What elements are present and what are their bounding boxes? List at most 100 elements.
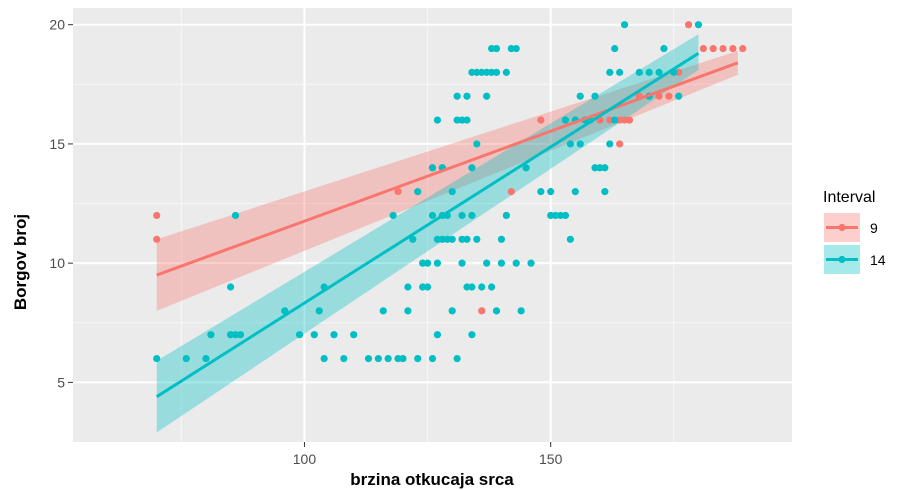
data-point-14 <box>645 68 653 76</box>
fit-lines <box>155 52 739 398</box>
data-point-14 <box>512 44 520 53</box>
data-point-14 <box>433 116 442 124</box>
x-tick-label: 100 <box>293 451 317 467</box>
data-point-14 <box>463 283 471 291</box>
legend-label-9: 9 <box>870 220 878 236</box>
data-point-14 <box>616 68 624 76</box>
data-point-14 <box>438 235 446 243</box>
data-point-9 <box>394 188 402 196</box>
data-points <box>153 21 747 363</box>
data-point-14 <box>315 307 323 315</box>
data-point-9 <box>620 116 629 124</box>
data-point-9 <box>719 44 727 53</box>
data-point-14 <box>320 354 328 363</box>
data-point-14 <box>473 68 481 76</box>
y-tick-label: 15 <box>49 136 65 152</box>
data-point-14 <box>547 211 555 220</box>
data-point-14 <box>468 68 476 76</box>
data-point-14 <box>428 211 437 220</box>
data-point-14 <box>458 235 466 243</box>
data-point-14 <box>310 331 318 339</box>
data-point-14 <box>522 164 530 172</box>
data-point-14 <box>350 331 358 339</box>
axis-ticks: 5 10 15 20 100 150 <box>49 17 562 467</box>
data-point-14 <box>483 92 491 100</box>
data-point-14 <box>433 235 442 243</box>
legend-point-14 <box>838 255 846 264</box>
data-point-14 <box>527 259 535 267</box>
data-point-14 <box>561 116 570 124</box>
data-point-14 <box>492 68 501 76</box>
legend: Interval 9 14 <box>823 189 886 274</box>
data-point-14 <box>433 259 442 267</box>
data-point-14 <box>295 331 304 339</box>
data-point-14 <box>443 235 451 243</box>
data-point-14 <box>502 68 510 76</box>
data-point-14 <box>207 331 215 339</box>
data-point-14 <box>384 354 392 363</box>
data-point-14 <box>448 307 456 315</box>
data-point-9 <box>153 211 161 220</box>
data-point-14 <box>547 188 555 196</box>
data-point-14 <box>675 92 683 100</box>
data-point-9 <box>699 44 707 53</box>
data-point-14 <box>226 283 235 291</box>
data-point-14 <box>374 354 382 363</box>
data-point-14 <box>340 354 348 363</box>
data-point-14 <box>182 354 190 363</box>
data-point-14 <box>231 211 240 220</box>
data-point-14 <box>468 331 476 339</box>
data-point-14 <box>226 331 235 339</box>
data-point-14 <box>566 140 574 148</box>
data-point-14 <box>517 307 525 315</box>
data-point-14 <box>492 307 501 315</box>
data-point-14 <box>419 283 427 291</box>
data-point-14 <box>601 188 609 196</box>
data-point-14 <box>497 259 506 267</box>
data-point-14 <box>694 21 703 29</box>
data-point-9 <box>606 116 614 124</box>
data-point-14 <box>611 116 619 124</box>
data-point-14 <box>153 354 161 363</box>
data-point-14 <box>606 68 614 76</box>
data-point-14 <box>468 211 476 220</box>
data-point-14 <box>394 354 402 363</box>
data-point-14 <box>576 92 584 100</box>
data-point-14 <box>414 188 422 196</box>
data-point-14 <box>202 354 210 363</box>
data-point-14 <box>379 307 387 315</box>
y-axis-title: Borgov broj <box>11 214 30 310</box>
data-point-14 <box>552 211 560 220</box>
data-point-14 <box>487 44 496 53</box>
data-point-14 <box>463 92 471 100</box>
data-point-14 <box>620 21 629 29</box>
ci-band-14 <box>156 34 699 433</box>
data-point-14 <box>468 164 476 172</box>
data-point-14 <box>468 283 476 291</box>
data-point-9 <box>537 116 545 124</box>
data-point-14 <box>409 235 417 243</box>
data-point-14 <box>487 68 496 76</box>
data-point-14 <box>231 331 240 339</box>
data-point-9 <box>684 21 693 29</box>
data-point-14 <box>566 235 574 243</box>
data-point-9 <box>616 140 624 148</box>
y-tick-label: 20 <box>49 17 65 33</box>
data-point-14 <box>453 354 461 363</box>
fit-line-14 <box>155 52 700 398</box>
data-point-14 <box>561 211 570 220</box>
plot-panel <box>73 8 792 442</box>
x-axis-title: brzina otkucaja srca <box>350 470 514 489</box>
data-point-14 <box>473 140 481 148</box>
data-point-14 <box>423 283 432 291</box>
data-point-9 <box>153 235 161 243</box>
data-point-14 <box>601 164 609 172</box>
data-point-14 <box>606 140 614 148</box>
y-tick-label: 5 <box>57 374 65 390</box>
data-point-9 <box>665 92 673 100</box>
data-point-9 <box>709 44 717 53</box>
data-point-14 <box>660 44 668 53</box>
data-point-14 <box>512 259 520 267</box>
data-point-14 <box>507 44 515 53</box>
